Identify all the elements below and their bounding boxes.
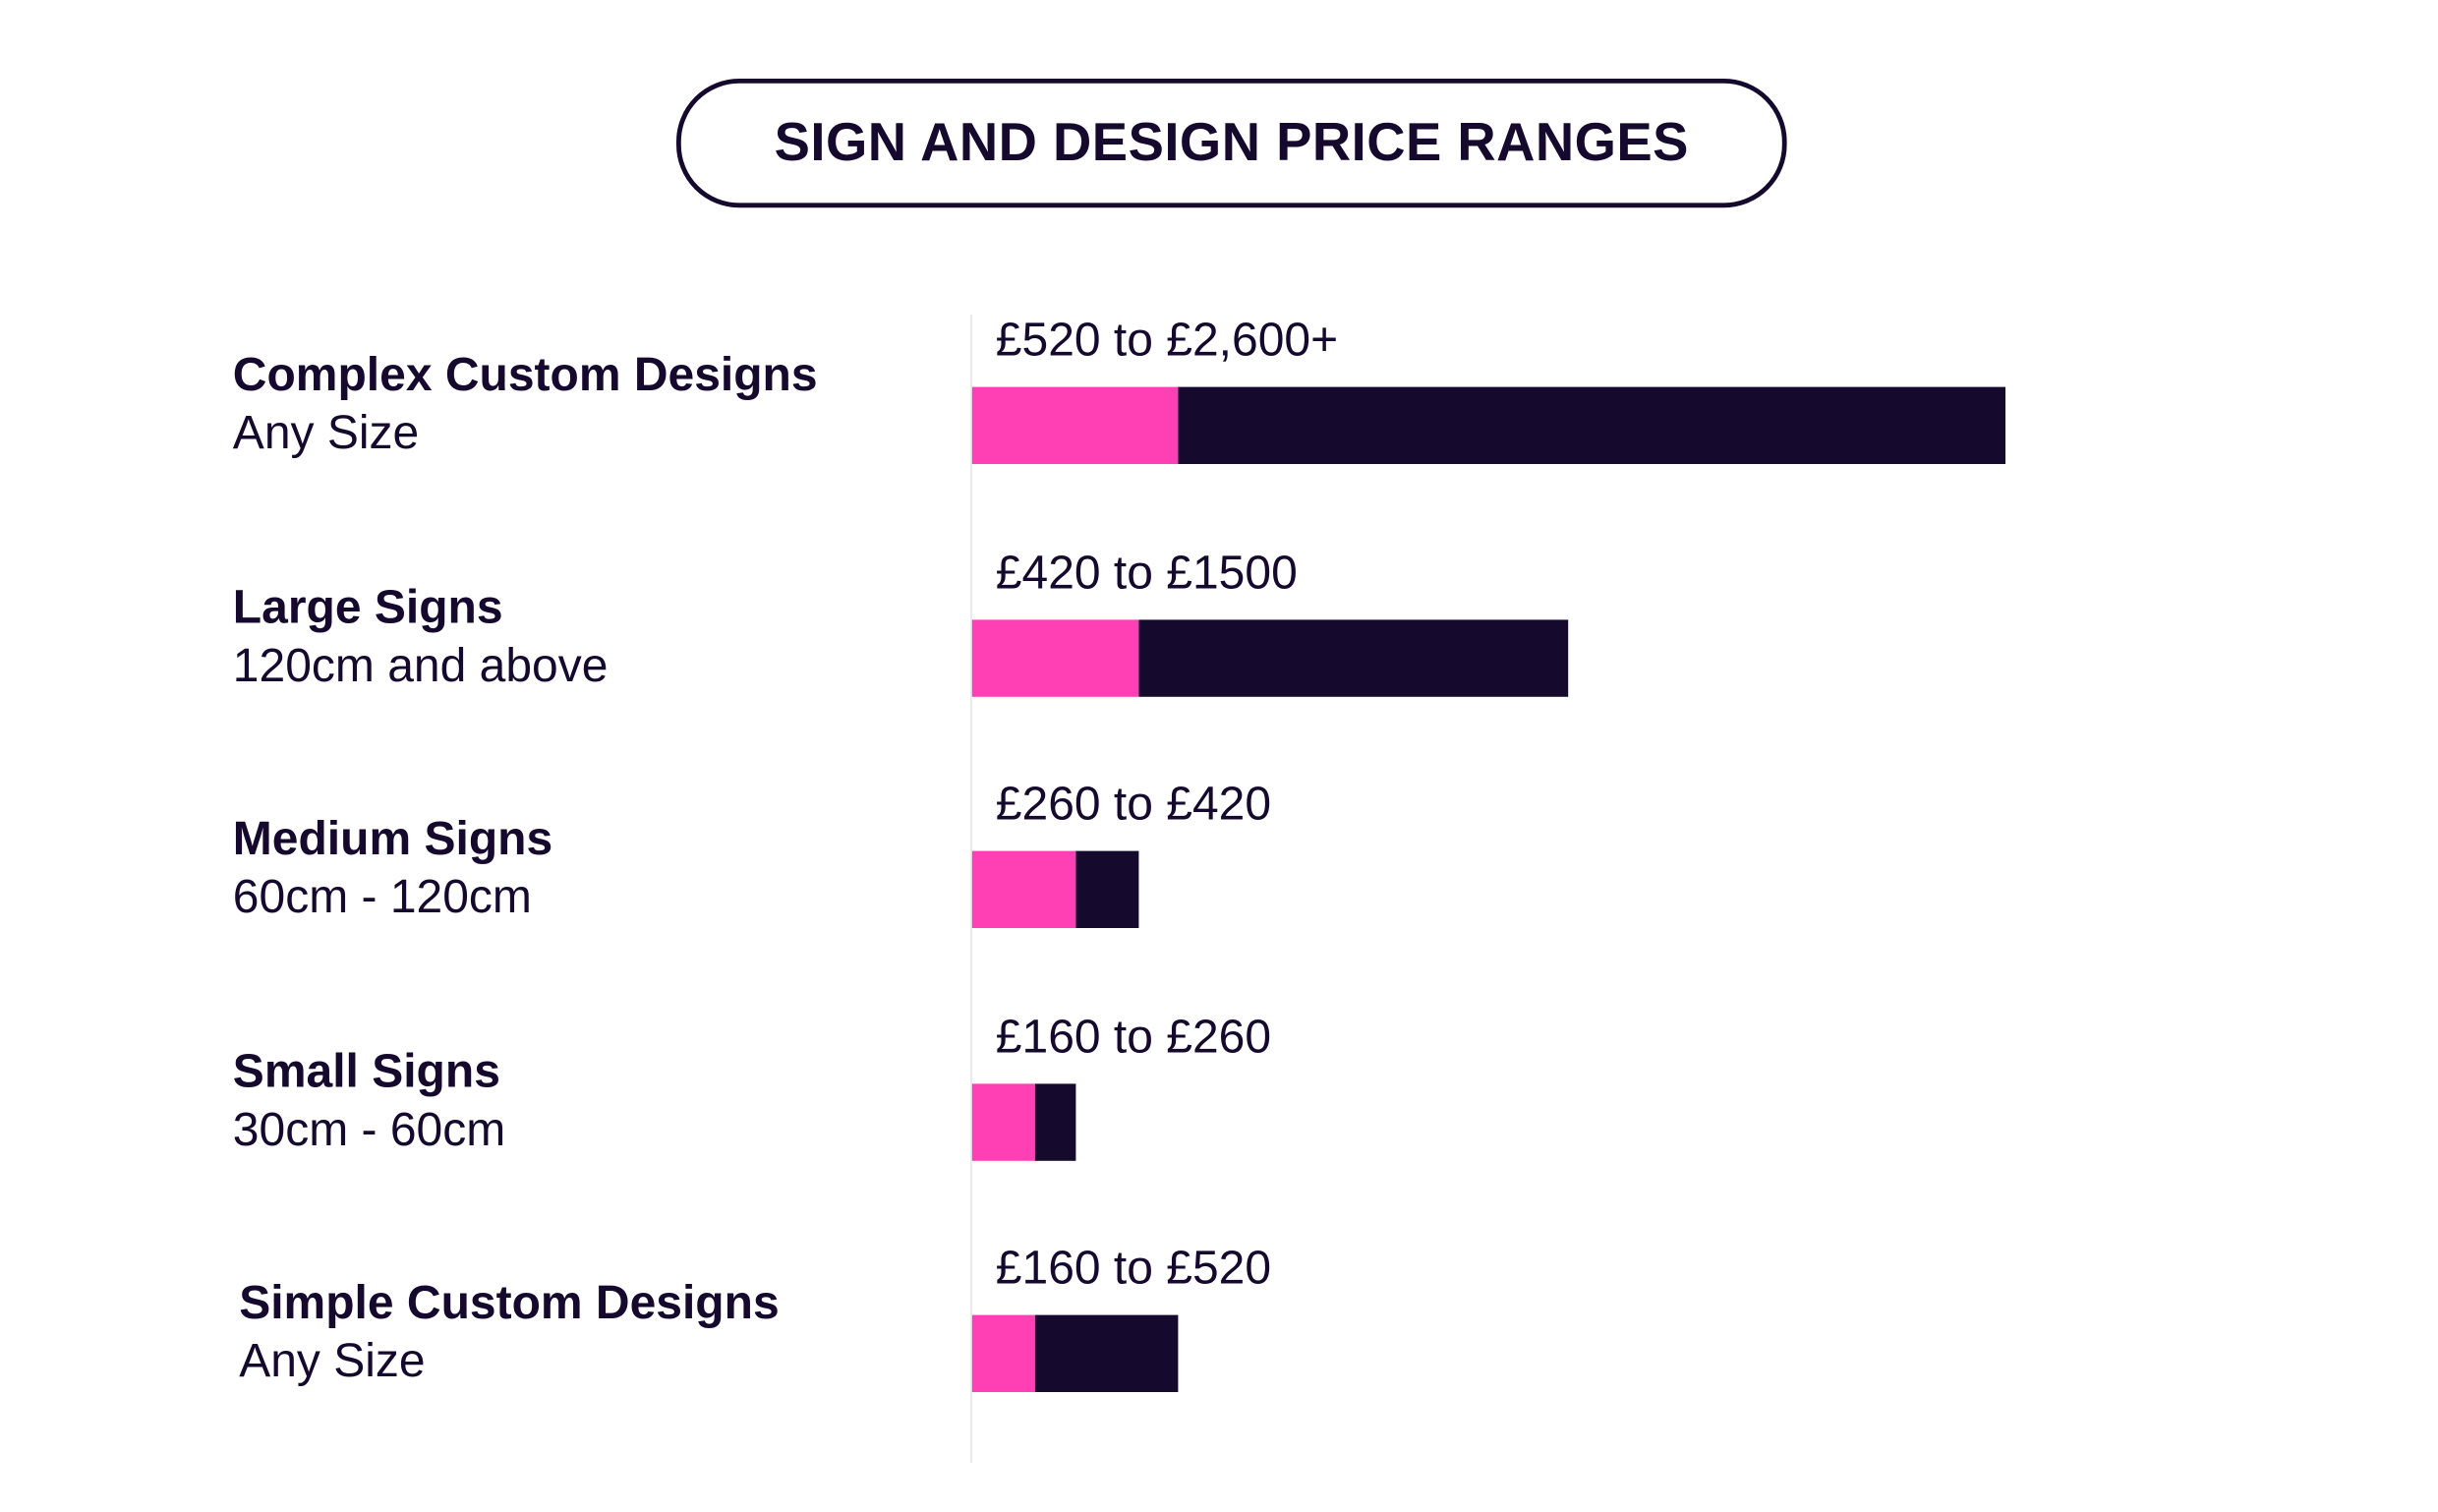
category-label: Small Signs 30cm - 60cm: [233, 1042, 505, 1158]
price-data-label: £520 to £2,600+: [995, 315, 1339, 367]
bar-price-range: [1035, 1314, 1180, 1392]
bar-min-price: [971, 1314, 1036, 1392]
category-subtitle: 120cm and above: [232, 639, 609, 692]
category-title: Simple Custom Designs: [239, 1277, 780, 1329]
price-data-label: £420 to £1500: [995, 547, 1298, 599]
category-subtitle: 60cm - 120cm: [232, 871, 532, 924]
price-data-label: £160 to £520: [995, 1243, 1272, 1295]
bar-price-range: [1179, 386, 2005, 464]
bar-min-price: [971, 1082, 1036, 1160]
category-title: Medium Signs: [232, 813, 553, 865]
bar-price-range: [1074, 850, 1139, 928]
price-data-label: £260 to £420: [995, 779, 1272, 831]
bar-min-price: [971, 386, 1180, 464]
category-label: Medium Signs 60cm - 120cm: [233, 810, 552, 926]
category-title: Large Signs: [232, 581, 503, 633]
chart-title: SIGN AND DESIGN PRICE RANGES: [676, 79, 1787, 208]
category-subtitle: Any Size: [232, 407, 420, 460]
category-subtitle: Any Size: [239, 1335, 426, 1388]
category-title: Complex Custom Designs: [232, 349, 818, 401]
category-label: Simple Custom Designs Any Size: [239, 1274, 779, 1390]
category-title: Small Signs: [232, 1045, 500, 1097]
bar-price-range: [1035, 1082, 1075, 1160]
category-label: Complex Custom Designs Any Size: [233, 346, 818, 462]
category-label: Large Signs 120cm and above: [233, 578, 609, 694]
bar-min-price: [971, 618, 1139, 696]
bar-min-price: [971, 850, 1075, 928]
axis-line: [970, 315, 972, 1463]
bar-price-range: [1138, 618, 1569, 696]
category-subtitle: 30cm - 60cm: [232, 1103, 506, 1156]
price-data-label: £160 to £260: [995, 1011, 1272, 1063]
